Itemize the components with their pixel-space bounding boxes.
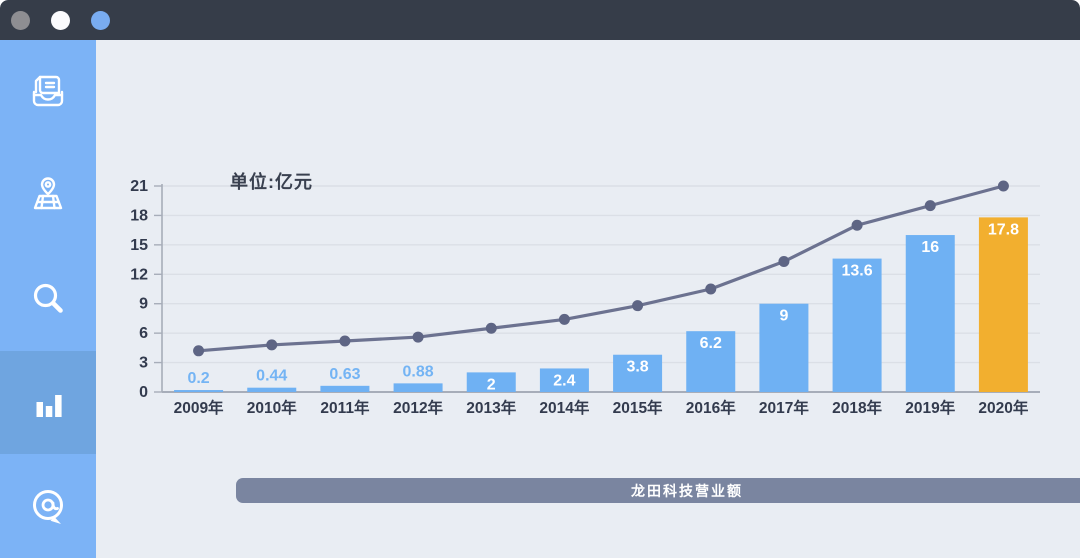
sidebar-nav [0, 40, 96, 558]
sidebar-item-map-location[interactable] [0, 144, 96, 248]
chart-title: 龙田科技营业额 [631, 482, 743, 499]
chart-title-bar: 龙田科技营业额 [236, 478, 1080, 503]
sidebar-item-news[interactable] [0, 40, 96, 144]
sidebar-item-mention-bubble[interactable] [0, 454, 96, 558]
window-control-blue-dot[interactable] [91, 10, 110, 30]
bar-chart-icon [36, 394, 62, 417]
search-icon [33, 283, 63, 313]
map-location-icon [33, 177, 63, 210]
window-control-white-dot[interactable] [51, 10, 70, 30]
chart-panel: 单位:亿元 龙田科技营业额 [96, 40, 1080, 558]
window-control-gray-dot[interactable] [11, 10, 30, 30]
sidebar-item-search[interactable] [0, 247, 96, 351]
sidebar-item-bar-chart[interactable] [0, 350, 96, 455]
news-icon [32, 75, 64, 106]
unit-label: 单位:亿元 [230, 172, 313, 192]
mention-bubble-icon [33, 490, 63, 525]
window-titlebar [0, 0, 1080, 40]
